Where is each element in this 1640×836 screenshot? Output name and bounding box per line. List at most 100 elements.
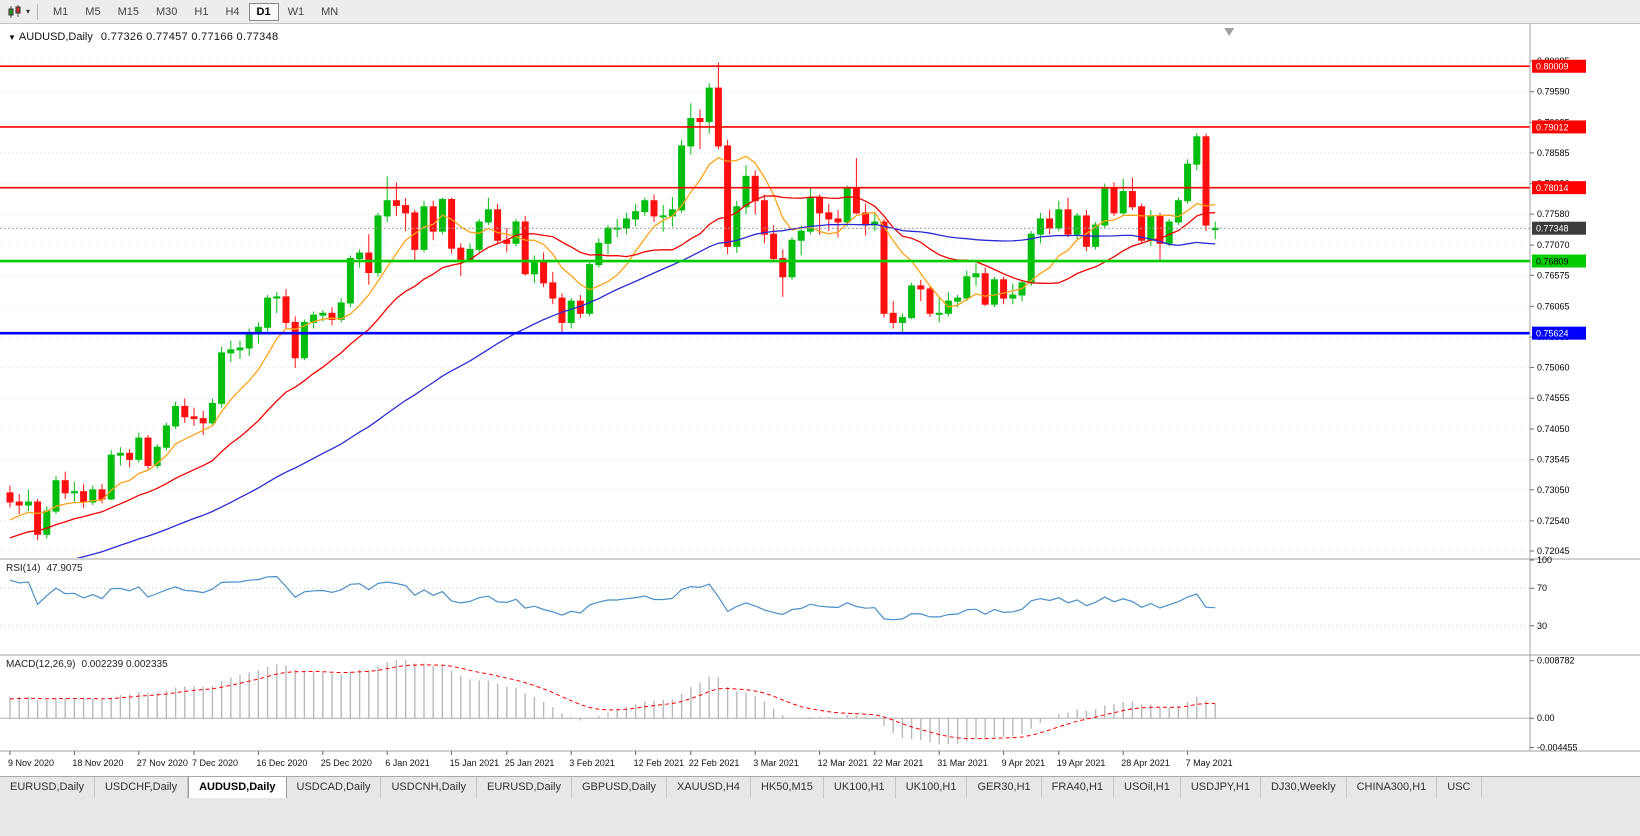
chart-tab-usdcnh-daily[interactable]: USDCNH,Daily (381, 777, 478, 798)
date-axis-label: 18 Nov 2020 (72, 758, 123, 768)
timeframe-button-w1[interactable]: W1 (280, 3, 313, 21)
chart-tab-uk100-h1[interactable]: UK100,H1 (823, 777, 896, 798)
price-axis-tick: 0.74555 (1537, 393, 1570, 403)
chart-canvas[interactable]: 0.800950.795900.790850.785850.780800.775… (0, 24, 1640, 776)
timeframe-buttons: M1 M5 M15 M30 H1 H4 D1 W1 MN (45, 2, 346, 21)
date-axis-label: 16 Dec 2020 (256, 758, 307, 768)
rsi-value: 47.9075 (46, 563, 83, 574)
chart-type-dropdown-caret-icon[interactable]: ▾ (26, 7, 31, 16)
price-badge-value: 0.76809 (1536, 257, 1569, 267)
macd-axis-tick: 0.00 (1537, 713, 1555, 723)
chart-tab-usdchf-daily[interactable]: USDCHF,Daily (94, 777, 189, 798)
rsi-name: RSI(14) (6, 563, 41, 574)
chart-tab-audusd-daily[interactable]: AUDUSD,Daily (188, 777, 287, 798)
timeframe-button-m30[interactable]: M30 (148, 3, 185, 21)
rsi-axis-tick: 30 (1537, 621, 1547, 631)
date-axis-label: 9 Apr 2021 (1002, 758, 1046, 768)
price-badge (1532, 120, 1586, 134)
chart-shift-marker-icon[interactable] (1224, 28, 1235, 36)
price-badge (1532, 181, 1586, 195)
chart-tab-usdcad-daily[interactable]: USDCAD,Daily (286, 777, 382, 798)
price-badge-value: 0.75624 (1536, 329, 1569, 339)
timeframe-button-m15[interactable]: M15 (110, 3, 147, 21)
timeframe-button-mn[interactable]: MN (313, 3, 346, 21)
date-axis-label: 7 Dec 2020 (192, 758, 238, 768)
price-axis-tick: 0.77580 (1537, 209, 1570, 219)
chart-tab-eurusd-daily[interactable]: EURUSD,Daily (0, 777, 95, 798)
price-axis-tick: 0.75060 (1537, 362, 1570, 372)
candlestick-chart-glyph (8, 4, 21, 18)
date-axis-label: 6 Jan 2021 (385, 758, 430, 768)
price-axis-tick: 0.73545 (1537, 455, 1570, 465)
price-axis-tick: 0.76575 (1537, 270, 1570, 280)
chart-tab-usc[interactable]: USC (1437, 777, 1482, 798)
date-axis-label: 31 Mar 2021 (937, 758, 988, 768)
price-badge (1532, 326, 1586, 340)
price-axis-tick: 0.73050 (1537, 485, 1570, 495)
chart-tab-usdjpy-h1[interactable]: USDJPY,H1 (1180, 777, 1261, 798)
status-area (0, 798, 1640, 836)
price-axis-tick: 0.78585 (1537, 148, 1570, 158)
date-axis-label: 12 Mar 2021 (818, 758, 869, 768)
price-badge (1532, 221, 1586, 235)
date-axis-label: 15 Jan 2021 (450, 758, 500, 768)
chart-tab-gbpusd-daily[interactable]: GBPUSD,Daily (572, 777, 667, 798)
chart-tab-xauusd-h4[interactable]: XAUUSD,H4 (666, 777, 751, 798)
candlesticks (6, 62, 1219, 541)
rsi-axis-tick: 70 (1537, 583, 1547, 593)
chart-tab-fra40-h1[interactable]: FRA40,H1 (1041, 777, 1115, 798)
chart-tab-hk50-m15[interactable]: HK50,M15 (750, 777, 824, 798)
chart-tab-uk100-h1[interactable]: UK100,H1 (895, 777, 968, 798)
symbol-dropdown-icon[interactable]: ▼ (8, 33, 16, 42)
chart-tab-usoil-h1[interactable]: USOil,H1 (1114, 777, 1181, 798)
timeframe-button-h1[interactable]: H1 (186, 3, 216, 21)
date-axis-label: 25 Dec 2020 (321, 758, 372, 768)
chart-tab-ger30-h1[interactable]: GER30,H1 (967, 777, 1042, 798)
macd-histogram (9, 659, 1216, 745)
chart-type-icon[interactable] (5, 3, 25, 21)
chart-region: 0.800950.795900.790850.785850.780800.775… (0, 24, 1640, 776)
price-badge-value: 0.79012 (1536, 122, 1569, 132)
chart-ohlc-values: 0.77326 0.77457 0.77166 0.77348 (100, 31, 279, 43)
price-badge-value: 0.80009 (1536, 62, 1569, 72)
date-axis-label: 12 Feb 2021 (634, 758, 685, 768)
price-axis-tick: 0.72045 (1537, 546, 1570, 556)
chart-tab-eurusd-daily[interactable]: EURUSD,Daily (477, 777, 572, 798)
macd-axis-tick: -0.004455 (1537, 742, 1578, 752)
date-axis-label: 25 Jan 2021 (505, 758, 555, 768)
price-axis-tick: 0.72540 (1537, 516, 1570, 526)
price-axis-tick: 0.79590 (1537, 87, 1570, 97)
chart-tab-china300-h1[interactable]: CHINA300,H1 (1346, 777, 1438, 798)
date-axis-label: 3 Mar 2021 (753, 758, 799, 768)
chart-tabs-bar: EURUSD,Daily USDCHF,Daily AUDUSD,Daily USDC… (0, 776, 1640, 798)
price-axis-tick: 0.74050 (1537, 424, 1570, 434)
date-axis-label: 27 Nov 2020 (137, 758, 188, 768)
toolbar-separator (37, 3, 39, 20)
macd-name: MACD(12,26,9) (6, 659, 76, 670)
price-badge (1532, 59, 1586, 73)
ma-line-8 (9, 155, 1216, 521)
chart-title: ▼ AUDUSD,Daily 0.77326 0.77457 0.77166 0.7… (8, 31, 278, 43)
chart-tab-dj30-weekly[interactable]: DJ30,Weekly (1260, 777, 1347, 798)
rsi-line (9, 575, 1216, 621)
macd-signal-line (9, 664, 1216, 740)
chart-background (0, 24, 1640, 776)
chart-symbol-label: AUDUSD,Daily (18, 31, 93, 43)
rsi-axis-tick: 100 (1537, 555, 1552, 565)
timeframe-toolbar: ▾ M1 M5 M15 M30 H1 H4 D1 W1 MN (0, 0, 1640, 24)
date-axis-label: 3 Feb 2021 (569, 758, 615, 768)
timeframe-button-d1[interactable]: D1 (248, 2, 279, 21)
timeframe-button-h4[interactable]: H4 (217, 3, 247, 21)
date-axis-label: 19 Apr 2021 (1057, 758, 1106, 768)
timeframe-button-m1[interactable]: M1 (45, 3, 76, 21)
macd-axis-tick: 0.008782 (1537, 656, 1575, 666)
ma-line-50 (76, 223, 1216, 558)
ma-line-20 (9, 195, 1216, 539)
date-axis-label: 28 Apr 2021 (1121, 758, 1170, 768)
price-badge-value: 0.78014 (1536, 183, 1569, 193)
date-axis-label: 7 May 2021 (1186, 758, 1233, 768)
price-axis-tick: 0.77070 (1537, 240, 1570, 250)
date-axis-label: 22 Mar 2021 (873, 758, 924, 768)
timeframe-button-m5[interactable]: M5 (77, 3, 108, 21)
date-axis-label: 22 Feb 2021 (689, 758, 740, 768)
